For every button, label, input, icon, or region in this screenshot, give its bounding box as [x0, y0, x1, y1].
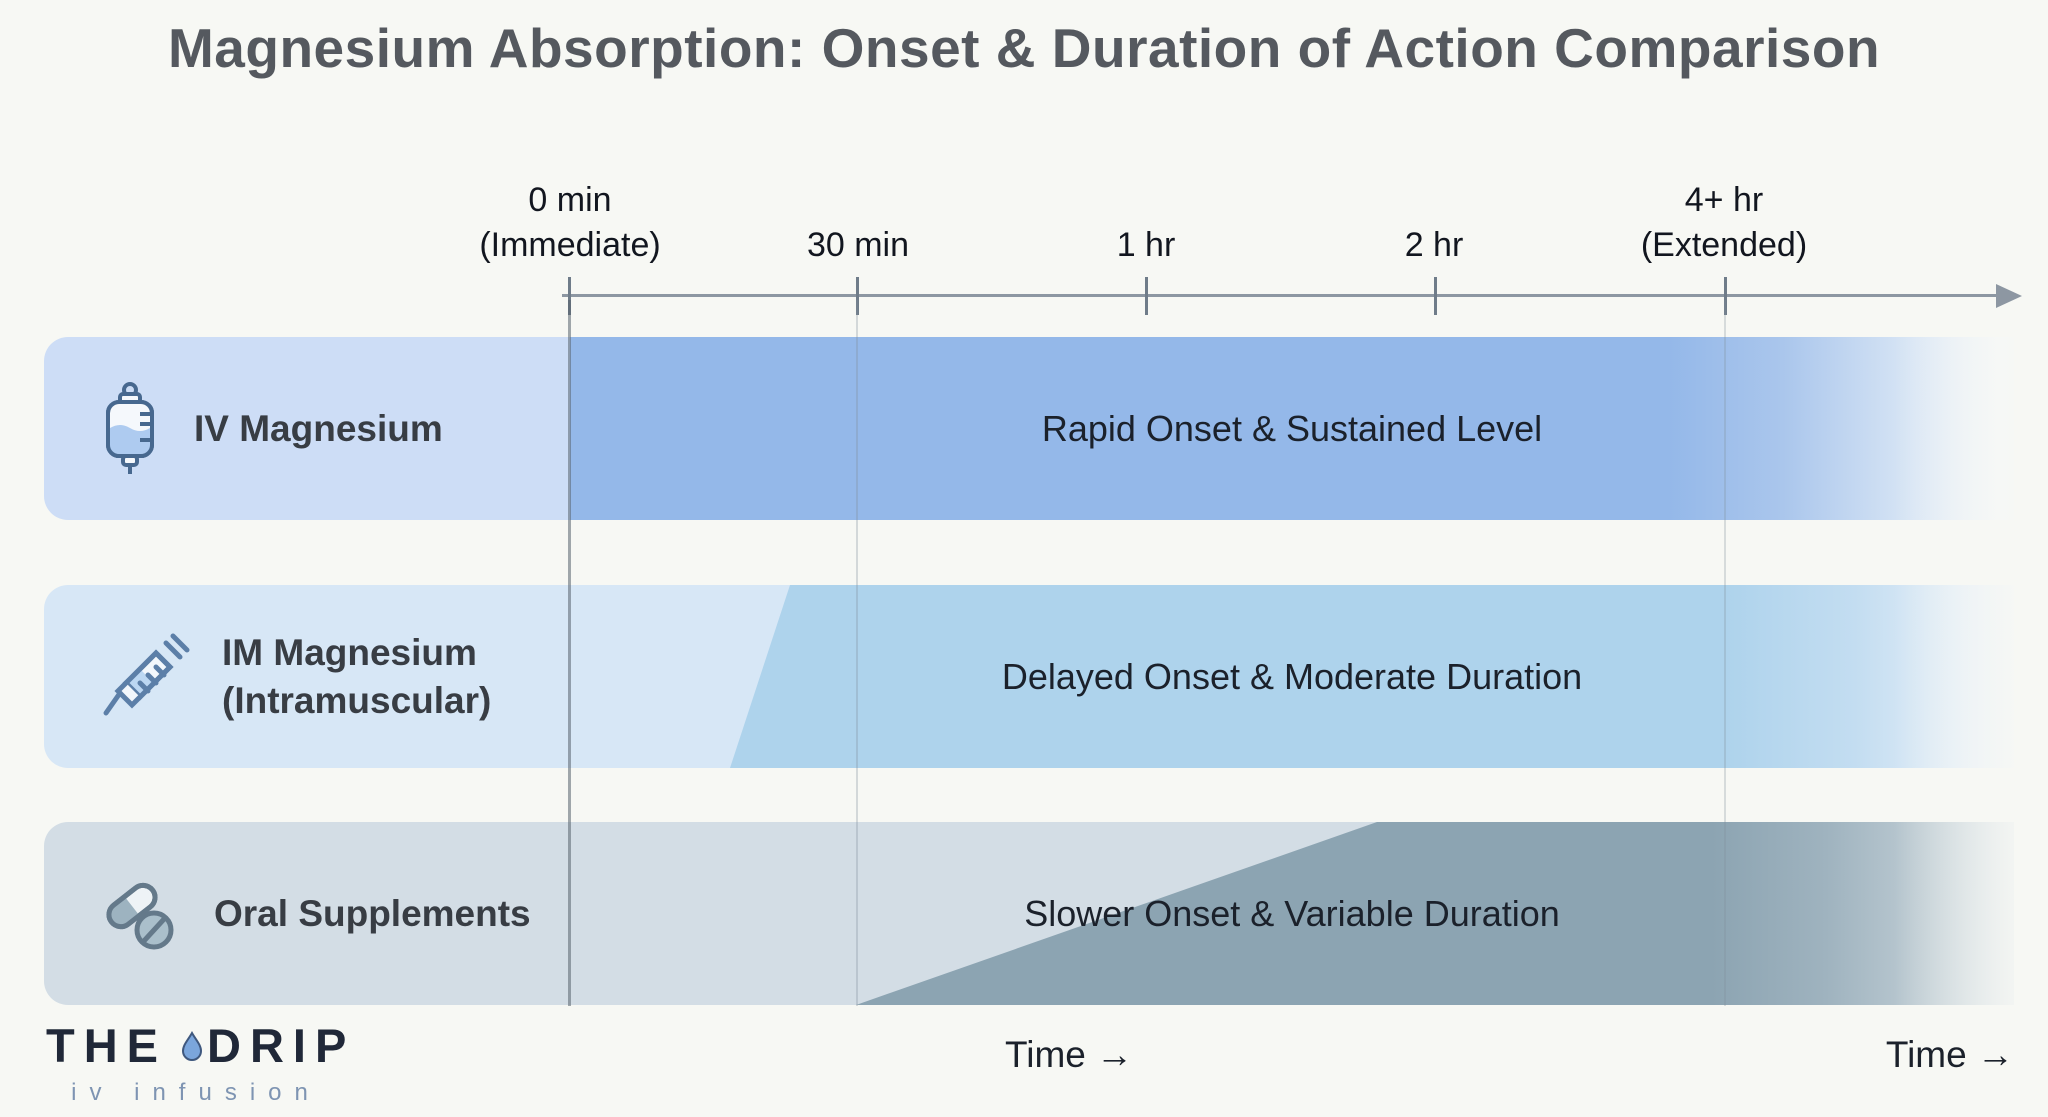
axis-tick-2hr [1434, 277, 1437, 315]
row-label-line: IV Magnesium [194, 407, 443, 449]
row-label: IM Magnesium (Intramuscular) [222, 629, 491, 725]
tick-line: 2 hr [1404, 226, 1464, 264]
axis-tick-30min [856, 277, 859, 315]
brand-text-drip: DRIP [207, 1019, 356, 1072]
time-axis-label-center: Time → [1005, 1034, 1134, 1075]
bar-caption-wrap: Slower Onset & Variable Duration [570, 822, 2014, 1005]
brand-wordmark: THE DRIP [46, 1018, 355, 1073]
axis-tick-label-2hr: 2 hr [1224, 138, 1644, 268]
pills-icon [106, 882, 174, 949]
bar-right-fade [1894, 337, 2014, 520]
tick-line: 0 min [528, 181, 612, 219]
syringe-icon [103, 633, 190, 715]
tick-line: 4+ hr [1684, 181, 1764, 219]
brand-logo: THE DRIP iv infusion [46, 1018, 355, 1107]
row-label-area: IV Magnesium [44, 337, 570, 520]
axis-tick-0min [568, 277, 571, 315]
page-title: Magnesium Absorption: Onset & Duration o… [167, 17, 1881, 79]
axis-tick-label-1hr: 1 hr [936, 138, 1356, 268]
row-label-area: IM Magnesium (Intramuscular) [44, 585, 570, 768]
gridline-30min [856, 300, 858, 1006]
brand-text-the: THE [46, 1019, 167, 1072]
row-iv-magnesium: IV Magnesium Rapid Onset & Sustained Lev… [44, 337, 2014, 520]
bar-right-fade [1894, 585, 2014, 768]
axis-tick-label-4hr: 4+ hr (Extended) [1514, 138, 1934, 268]
row-label: IV Magnesium [194, 405, 443, 453]
im-duration-bar [730, 585, 2014, 768]
tick-line: 1 hr [1116, 226, 1176, 264]
tick-line: 30 min [806, 226, 910, 264]
axis-tick-label-0min: 0 min (Immediate) [360, 138, 780, 268]
axis-tick-label-30min: 30 min [648, 138, 1068, 268]
row-oral-supplements: Oral Supplements Slower Onset & Variable… [44, 822, 2014, 1005]
bar-right-fade [1894, 822, 2014, 1005]
iv-bag-icon [106, 381, 154, 474]
gridline-4hr [1724, 300, 1726, 1006]
iv-duration-bar [570, 337, 2014, 520]
bar-caption: Rapid Onset & Sustained Level [1041, 407, 1543, 449]
bar-caption: Delayed Onset & Moderate Duration [1001, 655, 1583, 697]
tick-line: (Immediate) [479, 226, 661, 264]
time-axis-line [562, 294, 2000, 297]
row-label-area: Oral Supplements [44, 822, 570, 1005]
row-label: Oral Supplements [214, 890, 531, 938]
gridline-0min [568, 300, 571, 1006]
time-axis-arrowhead-icon [1996, 284, 2022, 308]
time-axis-label-right: Time → [1885, 1034, 2014, 1075]
row-label-line: (Intramuscular) [222, 679, 492, 721]
bar-caption-wrap: Rapid Onset & Sustained Level [570, 337, 2014, 520]
row-label-line: IM Magnesium [222, 631, 477, 673]
tick-line: (Extended) [1640, 226, 1808, 264]
brand-tagline: iv infusion [71, 1079, 321, 1106]
axis-tick-4hr [1724, 277, 1727, 315]
axis-tick-1hr [1145, 277, 1148, 315]
row-im-magnesium: IM Magnesium (Intramuscular) Delayed Ons… [44, 585, 2014, 768]
row-label-line: Oral Supplements [214, 892, 531, 934]
bar-caption: Slower Onset & Variable Duration [1024, 892, 1560, 934]
bar-caption-wrap: Delayed Onset & Moderate Duration [570, 585, 2014, 768]
droplet-icon [181, 1030, 203, 1061]
